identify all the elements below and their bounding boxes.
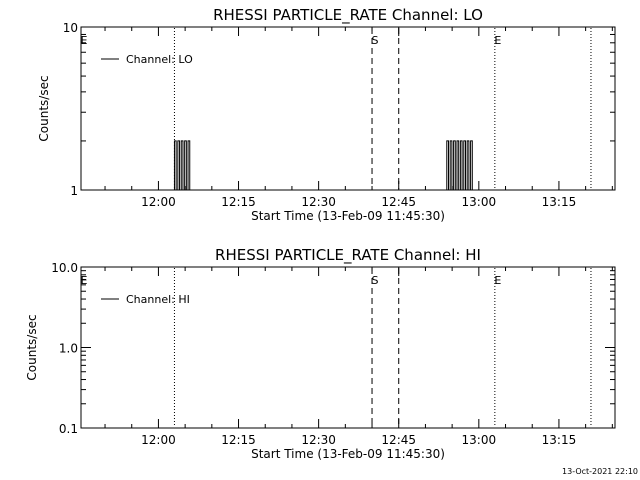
y-tick-label: 10.0 xyxy=(51,261,78,275)
time-marker-label: E xyxy=(81,34,88,47)
footer-timestamp: 13-Oct-2021 22:10 xyxy=(562,467,638,476)
chart-title: RHESSI PARTICLE_RATE Channel: LO xyxy=(213,6,483,25)
x-tick-label: 12:45 xyxy=(381,195,416,209)
y-tick-label: 10 xyxy=(63,21,78,35)
x-tick-label: 12:30 xyxy=(301,195,336,209)
legend-entry: Channel: HI xyxy=(126,293,190,306)
lo-channel-panel: RHESSI PARTICLE_RATE Channel: LO 1 10 Count… xyxy=(37,6,616,223)
x-tick-label: 13:00 xyxy=(462,195,497,209)
time-marker-label: E xyxy=(494,34,501,47)
x-axis-label: Start Time (13-Feb-09 11:45:30) xyxy=(251,447,445,461)
chart-title: RHESSI PARTICLE_RATE Channel: HI xyxy=(215,246,481,265)
x-tick-label: 12:00 xyxy=(141,195,176,209)
x-tick-label: 12:15 xyxy=(221,195,256,209)
y-axis-label: Counts/sec xyxy=(25,314,39,380)
time-marker-label: S xyxy=(372,274,379,287)
x-tick-label: 12:30 xyxy=(301,433,336,447)
series-burst xyxy=(446,140,474,191)
y-tick-label: 1.0 xyxy=(59,342,78,356)
series-burst xyxy=(173,140,192,191)
y-axis-label: Counts/sec xyxy=(37,75,51,141)
x-tick-label: 13:15 xyxy=(542,195,577,209)
hi-channel-panel: RHESSI PARTICLE_RATE Channel: HI 0.1 1.0 10… xyxy=(25,246,616,461)
time-marker-label: S xyxy=(372,34,379,47)
time-marker-label: E xyxy=(81,274,88,287)
y-tick-label: 1 xyxy=(70,184,78,198)
time-marker-label: E xyxy=(494,274,501,287)
legend-entry: Channel: LO xyxy=(126,53,193,66)
x-tick-label: 13:00 xyxy=(462,433,497,447)
plot-frame xyxy=(80,26,616,191)
y-tick-label: 0.1 xyxy=(59,422,78,436)
x-tick-label: 12:15 xyxy=(221,433,256,447)
plot-frame xyxy=(80,266,616,429)
x-tick-label: 13:15 xyxy=(542,433,577,447)
x-tick-label: 12:45 xyxy=(381,433,416,447)
x-axis-label: Start Time (13-Feb-09 11:45:30) xyxy=(251,209,445,223)
x-tick-label: 12:00 xyxy=(141,433,176,447)
